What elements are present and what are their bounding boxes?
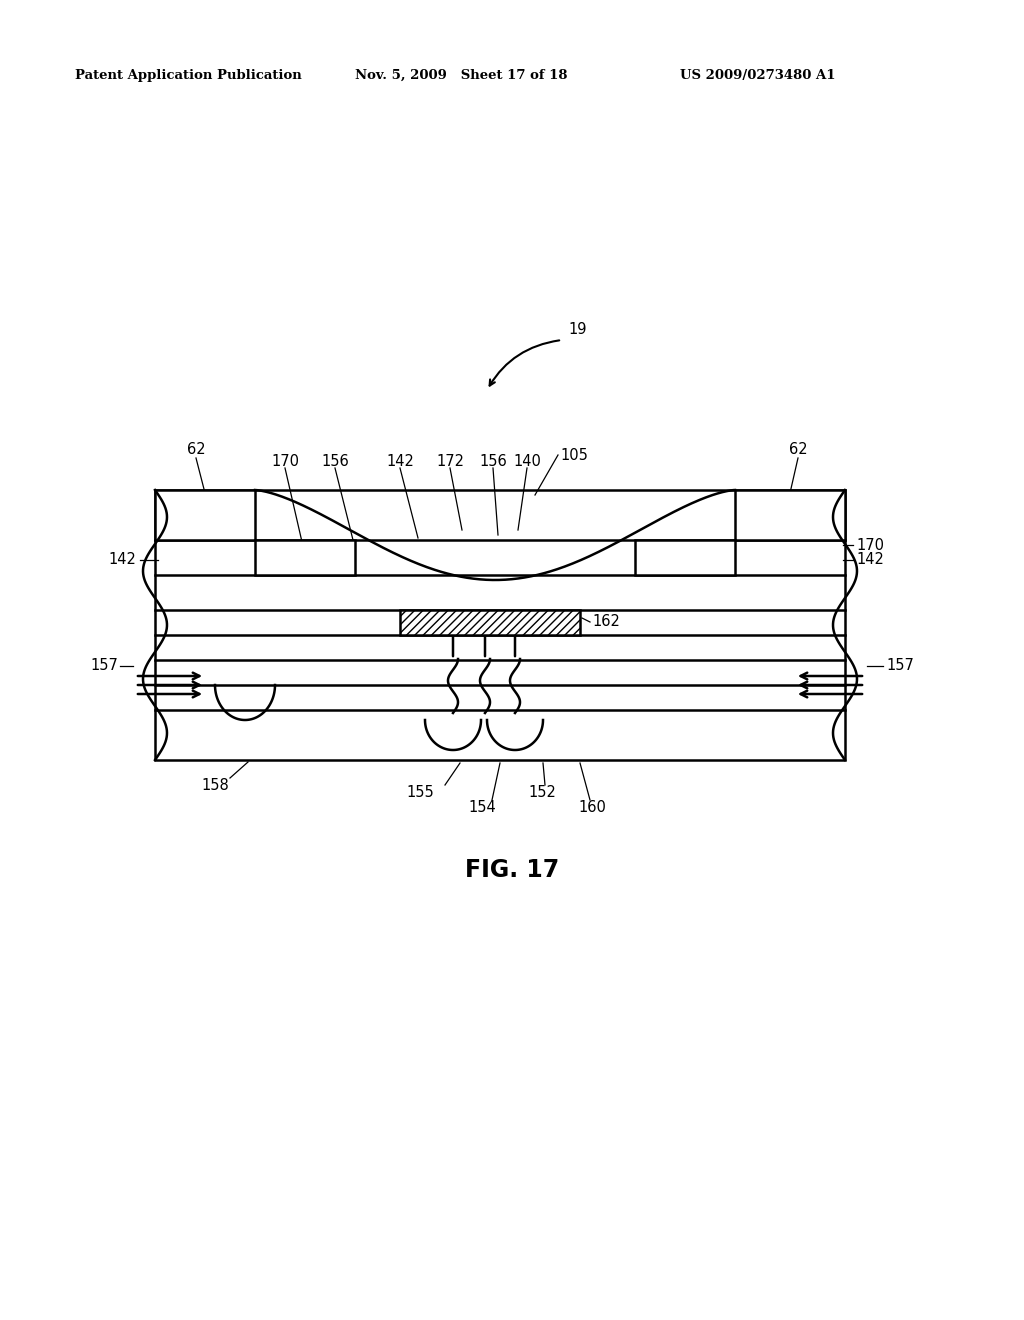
Bar [635, 540, 735, 576]
Text: 156: 156 [479, 454, 507, 470]
Bar [735, 490, 845, 540]
Text: 142: 142 [109, 553, 136, 568]
Text: 160: 160 [579, 800, 606, 814]
Text: 162: 162 [592, 615, 620, 630]
Text: 157: 157 [90, 659, 118, 673]
Text: FIG. 17: FIG. 17 [465, 858, 559, 882]
Bar [155, 490, 255, 540]
Text: 105: 105 [560, 447, 588, 462]
Text: 158: 158 [201, 777, 229, 793]
Text: 155: 155 [407, 785, 434, 800]
Bar [255, 540, 355, 576]
Bar [400, 610, 580, 635]
Text: 172: 172 [436, 454, 464, 470]
Text: 170: 170 [271, 454, 299, 470]
Text: 154: 154 [468, 800, 496, 814]
Bar [155, 490, 845, 760]
Text: 140: 140 [513, 454, 541, 470]
Text: 152: 152 [528, 785, 556, 800]
Text: US 2009/0273480 A1: US 2009/0273480 A1 [680, 69, 836, 82]
Text: 142: 142 [856, 553, 884, 568]
Text: 62: 62 [788, 442, 807, 458]
Text: 142: 142 [386, 454, 414, 470]
Text: 157: 157 [886, 659, 913, 673]
Text: Nov. 5, 2009   Sheet 17 of 18: Nov. 5, 2009 Sheet 17 of 18 [355, 69, 567, 82]
Text: 62: 62 [186, 442, 206, 458]
Text: 19: 19 [568, 322, 587, 338]
Text: 156: 156 [322, 454, 349, 470]
Text: Patent Application Publication: Patent Application Publication [75, 69, 302, 82]
Text: 170: 170 [856, 537, 884, 553]
